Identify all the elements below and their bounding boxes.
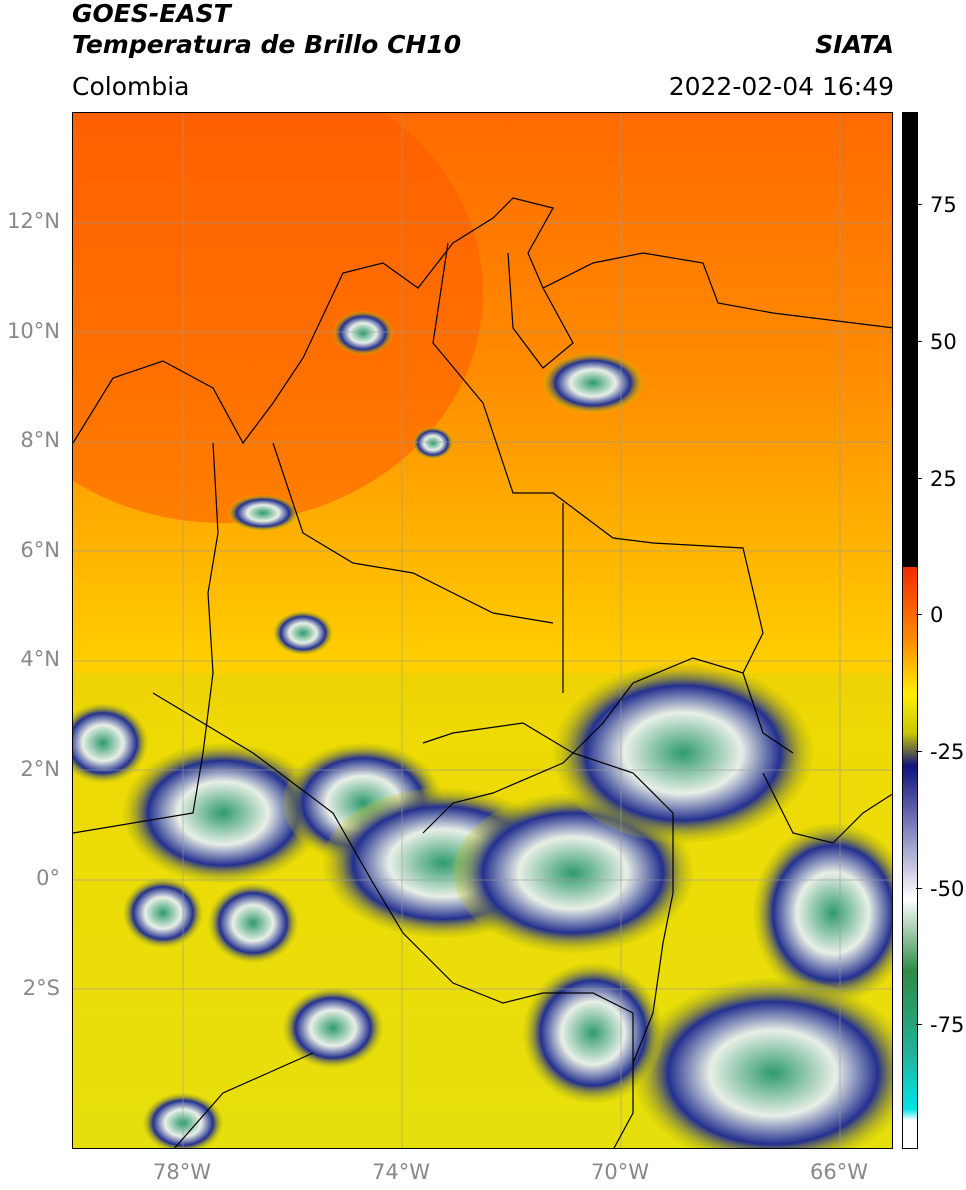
warm-sea-area bbox=[73, 113, 483, 523]
colorbar-tick bbox=[916, 204, 922, 205]
lat-label: 2°N bbox=[20, 757, 60, 781]
lat-label: 6°N bbox=[20, 538, 60, 562]
lon-label: 66°W bbox=[810, 1160, 868, 1184]
colorbar-tick bbox=[916, 751, 922, 752]
title-product: Temperatura de Brillo CH10 bbox=[72, 30, 462, 59]
map-image bbox=[73, 113, 892, 1148]
lon-label: 78°W bbox=[153, 1160, 211, 1184]
colorbar-tick bbox=[916, 614, 922, 615]
satellite-map bbox=[72, 112, 893, 1149]
colorbar-tick bbox=[916, 888, 922, 889]
lat-label: 8°N bbox=[20, 428, 60, 452]
lat-label: 10°N bbox=[7, 319, 60, 343]
lat-label: 4°N bbox=[20, 647, 60, 671]
lon-label: 74°W bbox=[372, 1160, 430, 1184]
colorbar bbox=[902, 112, 918, 1149]
lat-label: 0° bbox=[36, 866, 60, 890]
colorbar-label: -50 bbox=[930, 877, 965, 901]
colorbar-label: 50 bbox=[930, 330, 957, 354]
lat-label: 12°N bbox=[7, 209, 60, 233]
colorbar-tick bbox=[916, 341, 922, 342]
borders bbox=[73, 197, 892, 1148]
timestamp-label: 2022-02-04 16:49 bbox=[668, 72, 894, 101]
agency-label: SIATA bbox=[815, 30, 894, 59]
lat-label: 2°S bbox=[22, 976, 60, 1000]
colorbar-label: 25 bbox=[930, 467, 957, 491]
colorbar-label: 75 bbox=[930, 193, 957, 217]
colorbar-label: 0 bbox=[930, 603, 944, 627]
region-label: Colombia bbox=[72, 72, 190, 101]
lon-label: 70°W bbox=[591, 1160, 649, 1184]
graticule bbox=[73, 113, 892, 1148]
title-satellite: GOES-EAST bbox=[72, 0, 231, 28]
colorbar-label: -75 bbox=[930, 1013, 965, 1037]
colorbar-tick bbox=[916, 1024, 922, 1025]
colorbar-label: -25 bbox=[930, 740, 965, 764]
colorbar-tick bbox=[916, 478, 922, 479]
